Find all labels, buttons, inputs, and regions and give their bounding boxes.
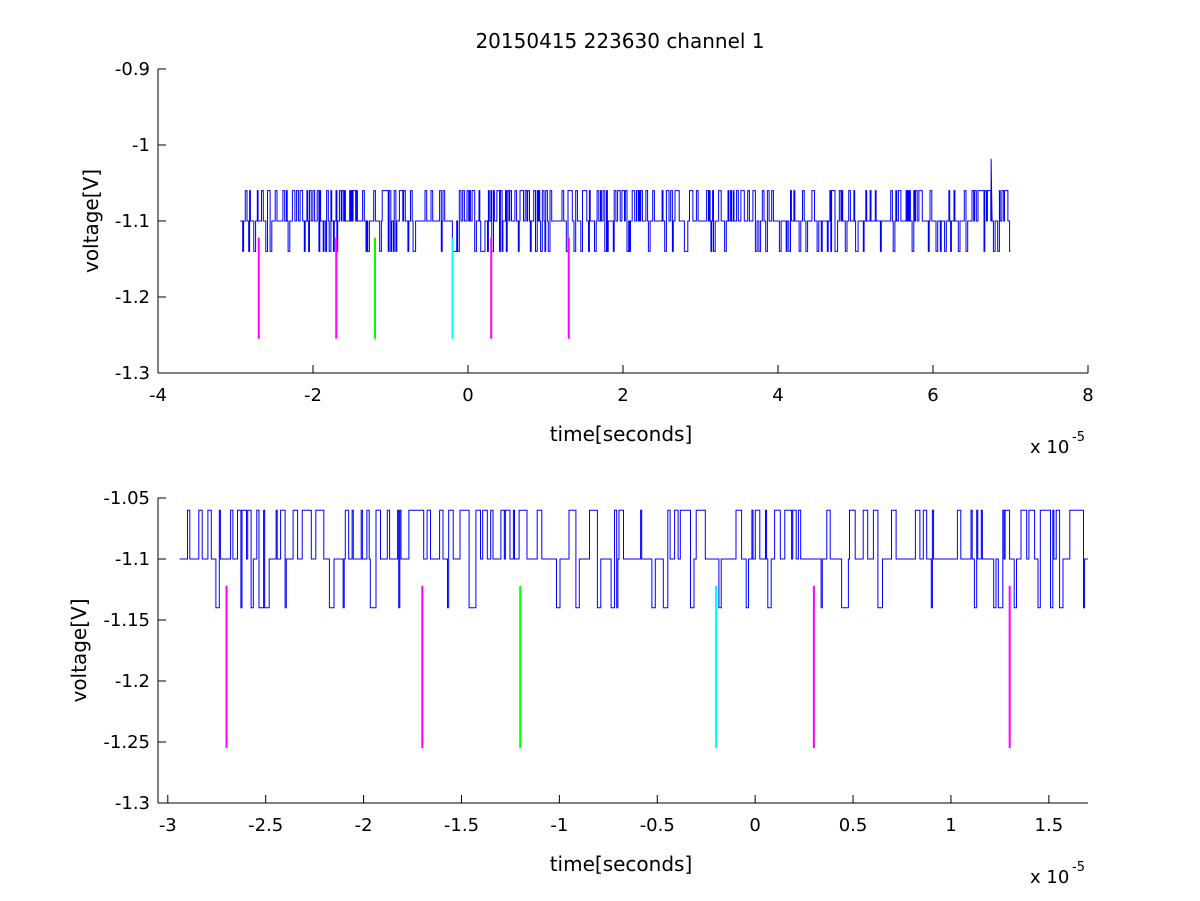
x-tick-label: 0 (462, 385, 473, 406)
y-axis-label: voltage[V] (67, 598, 91, 702)
y-tick-label: -1.1 (115, 549, 150, 570)
x-tick-label: -1 (550, 815, 568, 836)
y-tick-label: -0.9 (115, 59, 150, 80)
subplot-2: -3 -2.5 -2 -1.5 -1 -0.5 0 0.5 1 1.5 -1.3 -1.25 -1.2 -… (67, 488, 1088, 888)
y-tick-label: -1.3 (115, 363, 150, 384)
y-tick-label: -1.3 (115, 793, 150, 814)
y-tick-label: -1.15 (103, 610, 150, 631)
x-tick-label: 0.5 (839, 815, 868, 836)
y-tick-label: -1.2 (115, 287, 150, 308)
x-multiplier-exponent: -5 (1072, 860, 1085, 875)
x-tick-label: -2.5 (248, 815, 283, 836)
x-tick-label: -1.5 (444, 815, 479, 836)
x-tick-label: 0 (749, 815, 760, 836)
x-multiplier-exponent: -5 (1072, 430, 1085, 445)
y-tick-label: -1.05 (103, 488, 150, 509)
x-tick-label: -4 (149, 385, 167, 406)
x-multiplier-label: x 10 (1030, 437, 1069, 458)
signal-trace (240, 158, 1011, 252)
subplot-1: -4 -2 0 2 4 6 8 -1.3 -1.2 -1.1 -1 -0.9 time[seconds]… (79, 59, 1094, 458)
x-axis-label: time[seconds] (550, 852, 693, 876)
x-tick-label: -2 (304, 385, 322, 406)
x-tick-label: 8 (1082, 385, 1093, 406)
y-tick-label: -1 (132, 135, 150, 156)
x-multiplier-label: x 10 (1030, 867, 1069, 888)
y-axis-label: voltage[V] (79, 169, 103, 273)
x-tick-label: 1.5 (1035, 815, 1064, 836)
x-tick-label: -0.5 (640, 815, 675, 836)
x-tick-label: 2 (617, 385, 628, 406)
x-axis-label: time[seconds] (550, 422, 693, 446)
y-tick-label: -1.2 (115, 671, 150, 692)
y-tick-label: -1.25 (103, 732, 150, 753)
x-tick-label: 6 (927, 385, 938, 406)
x-tick-label: -3 (159, 815, 177, 836)
x-tick-label: -2 (355, 815, 373, 836)
signal-trace (179, 509, 1088, 609)
x-tick-label: 1 (945, 815, 956, 836)
y-tick-label: -1.1 (115, 211, 150, 232)
chart-title: 20150415 223630 channel 1 (475, 29, 764, 53)
x-tick-label: 4 (772, 385, 783, 406)
